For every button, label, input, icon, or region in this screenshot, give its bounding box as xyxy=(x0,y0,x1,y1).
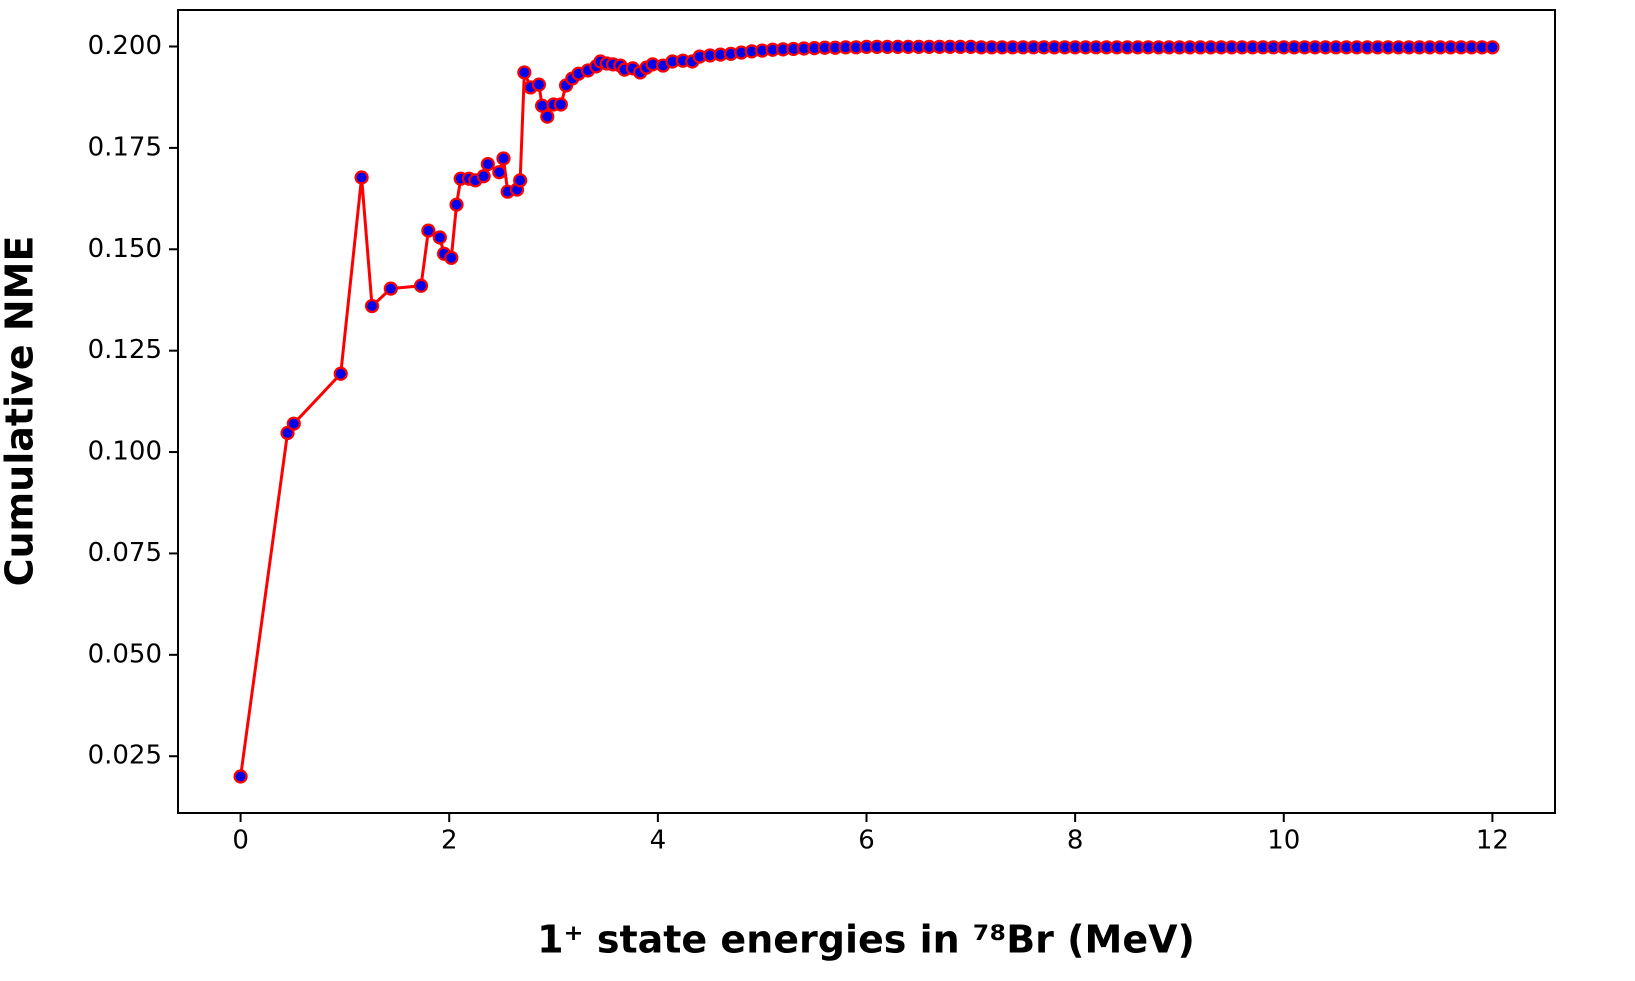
plot-frame xyxy=(177,9,1556,814)
data-point xyxy=(354,170,369,185)
data-point xyxy=(540,109,555,124)
data-point xyxy=(286,416,301,431)
y-tick-label: 0.200 xyxy=(88,31,162,61)
y-tick-label: 0.125 xyxy=(88,335,162,365)
data-point xyxy=(421,223,436,238)
data-point xyxy=(383,281,398,296)
data-point xyxy=(553,97,568,112)
y-tick-label: 0.025 xyxy=(88,741,162,771)
data-point xyxy=(333,366,348,381)
data-point xyxy=(1485,40,1500,55)
data-point xyxy=(531,77,547,92)
x-tick-label: 2 xyxy=(441,826,458,856)
y-axis-label: Cumulative NME xyxy=(0,236,42,587)
y-tick-label: 0.075 xyxy=(88,538,162,568)
data-point xyxy=(496,151,511,166)
data-point xyxy=(413,278,429,293)
data-point xyxy=(364,298,380,314)
data-point xyxy=(432,230,447,245)
x-tick-label: 10 xyxy=(1267,826,1300,856)
data-point xyxy=(449,197,464,212)
y-tick-label: 0.050 xyxy=(88,639,162,669)
x-axis-label: 1⁺ state energies in ⁷⁸Br (MeV) xyxy=(537,918,1195,962)
data-point xyxy=(480,157,495,172)
x-tick-label: 0 xyxy=(232,826,249,856)
y-tick-label: 0.150 xyxy=(88,234,162,264)
y-tick-label: 0.100 xyxy=(88,437,162,467)
data-point xyxy=(492,165,507,180)
data-line xyxy=(239,45,1493,777)
data-point xyxy=(476,169,491,184)
x-tick-label: 6 xyxy=(858,826,875,856)
x-tick-label: 12 xyxy=(1476,826,1509,856)
x-tick-label: 8 xyxy=(1067,826,1084,856)
y-tick-label: 0.175 xyxy=(88,132,162,162)
x-tick-label: 4 xyxy=(650,826,667,856)
data-point xyxy=(513,173,528,188)
data-point xyxy=(233,769,248,784)
data-point xyxy=(444,250,459,265)
data-point xyxy=(517,65,532,80)
